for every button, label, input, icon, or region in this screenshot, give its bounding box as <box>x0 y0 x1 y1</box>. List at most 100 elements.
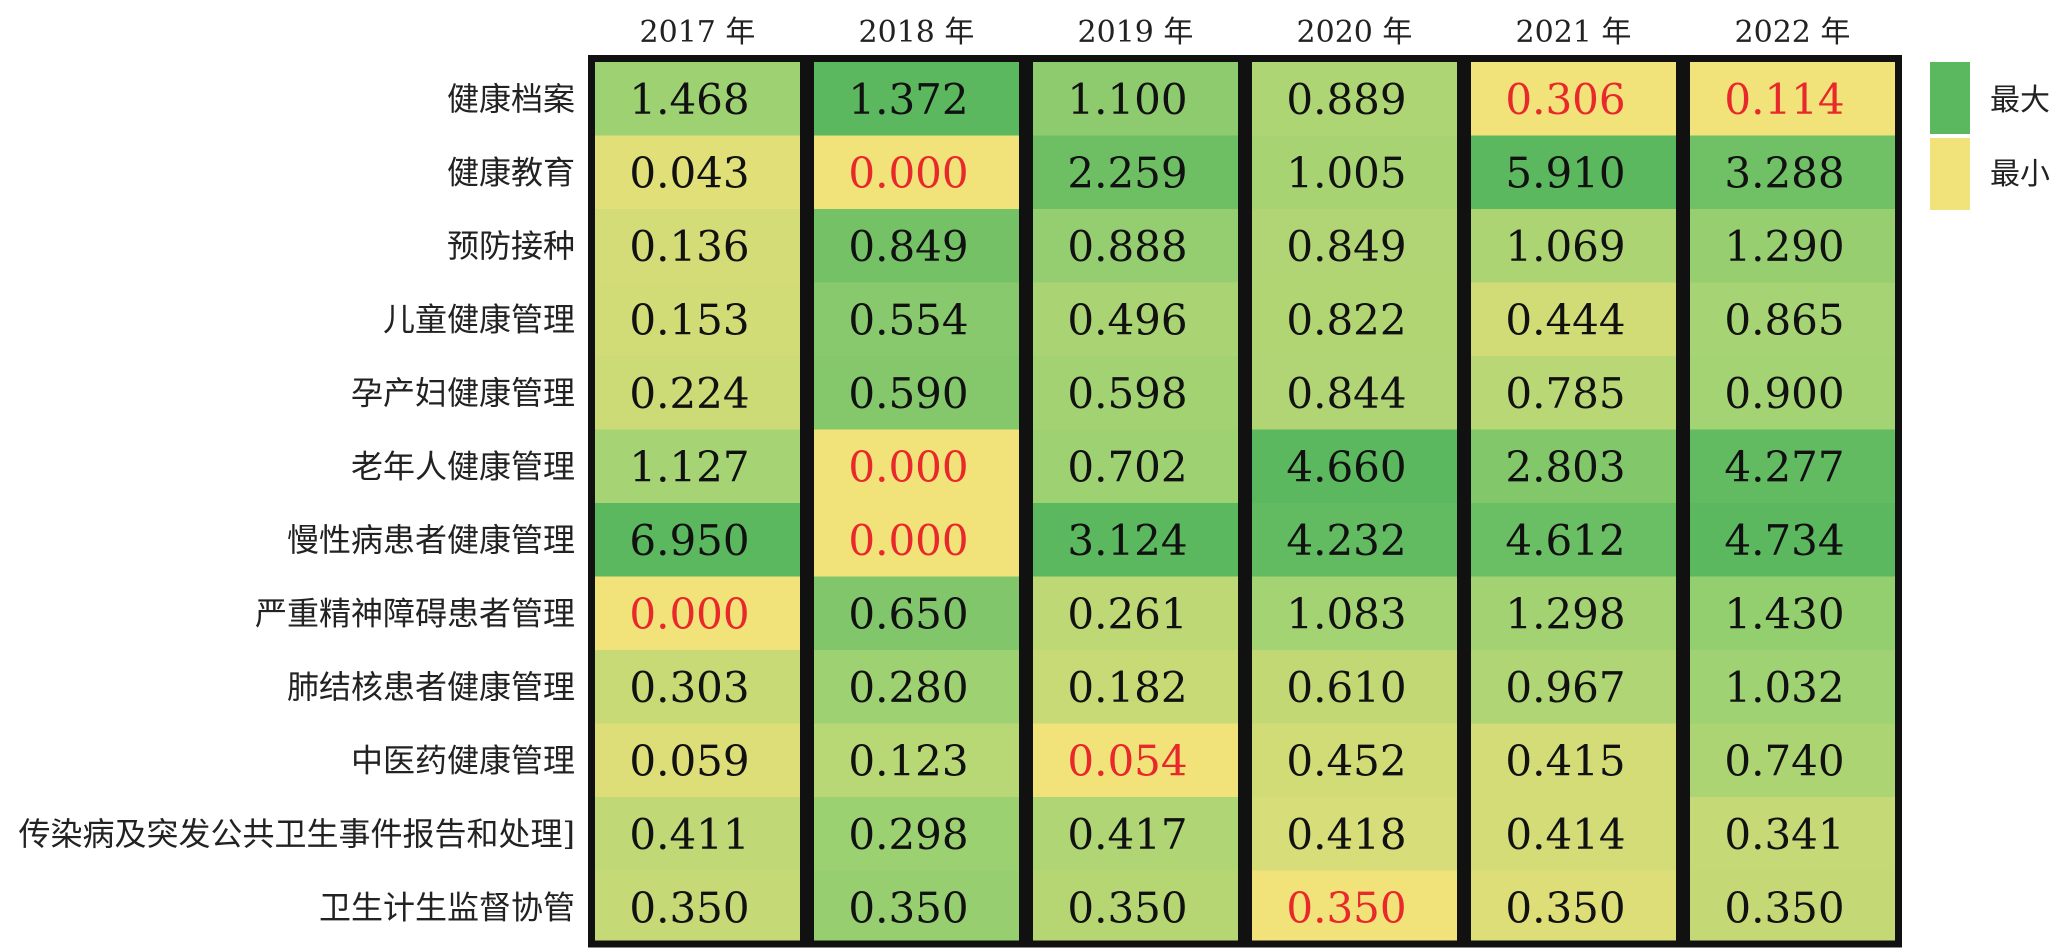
heatmap-cell <box>1026 576 1245 650</box>
legend: 最大 最小 <box>1930 62 2050 210</box>
column-frame <box>1245 55 1464 948</box>
heatmap-cell <box>807 723 1026 797</box>
cell-value: 0.261 <box>1067 589 1187 638</box>
heatmap-cell <box>1683 282 1902 356</box>
cell-value: 2.259 <box>1067 148 1187 197</box>
cell-value: 0.889 <box>1286 75 1406 124</box>
column-frame <box>807 55 1026 948</box>
cell-value: 0.224 <box>629 369 749 418</box>
heatmap-cell <box>1245 62 1464 136</box>
cell-value: 0.054 <box>1067 736 1187 785</box>
cell-value: 0.849 <box>848 222 968 271</box>
heatmap-cell <box>1026 650 1245 724</box>
heatmap-cell <box>1245 503 1464 577</box>
cell-value: 0.303 <box>629 663 749 712</box>
cell-value: 1.083 <box>1286 589 1406 638</box>
heatmap-cell <box>1026 723 1245 797</box>
cell-value: 0.136 <box>629 222 749 271</box>
heatmap-cell <box>807 870 1026 944</box>
cell-value: 0.350 <box>1067 883 1187 932</box>
heatmap-cell <box>1464 723 1683 797</box>
heatmap-cell <box>1683 650 1902 724</box>
heatmap-cell <box>1464 503 1683 577</box>
row-label: 孕产妇健康管理 <box>351 374 575 412</box>
heatmap-cell <box>1683 429 1902 503</box>
heatmap-cell <box>1464 429 1683 503</box>
heatmap-cell <box>588 62 807 136</box>
heatmap-cell <box>1683 209 1902 283</box>
cell-value: 0.785 <box>1505 369 1625 418</box>
column-label: 2021 年 <box>1516 15 1632 50</box>
heatmap-cell <box>1026 503 1245 577</box>
column-label: 2022 年 <box>1735 15 1851 50</box>
heatmap-cell <box>1245 870 1464 944</box>
heatmap-cell <box>588 723 807 797</box>
legend-min-label: 最小 <box>1990 157 2050 192</box>
legend-max-swatch <box>1930 62 1970 134</box>
row-label: 传染病及突发公共卫生事件报告和处理] <box>19 815 576 853</box>
heatmap-cell <box>1026 135 1245 209</box>
heatmap-cell <box>807 797 1026 871</box>
cell-value: 0.888 <box>1067 222 1187 271</box>
heatmap-cell <box>807 356 1026 430</box>
cell-value: 0.418 <box>1286 810 1406 859</box>
legend-max-label: 最大 <box>1990 83 2050 118</box>
cell-value: 1.430 <box>1724 589 1844 638</box>
column-label: 2017 年 <box>640 15 756 50</box>
row-label: 卫生计生监督协管 <box>319 888 575 926</box>
cell-value: 0.590 <box>848 369 968 418</box>
cell-value: 4.734 <box>1724 516 1844 565</box>
cell-value: 0.298 <box>848 810 968 859</box>
cell-value: 0.865 <box>1724 295 1844 344</box>
heatmap-cell <box>588 797 807 871</box>
heatmap-cell <box>807 282 1026 356</box>
heatmap-cell <box>1464 282 1683 356</box>
cell-value: 0.452 <box>1286 736 1406 785</box>
cell-value: 0.114 <box>1724 75 1844 124</box>
cell-value: 2.803 <box>1505 442 1625 491</box>
row-label: 老年人健康管理 <box>351 447 575 485</box>
heatmap-cell <box>1026 62 1245 136</box>
column-frames <box>588 55 1902 948</box>
cell-value: 0.350 <box>1286 883 1406 932</box>
cell-value: 4.277 <box>1724 442 1844 491</box>
row-label: 慢性病患者健康管理 <box>287 521 575 559</box>
cell-value: 0.000 <box>848 516 968 565</box>
cell-value: 0.414 <box>1505 810 1625 859</box>
cell-value: 0.598 <box>1067 369 1187 418</box>
heatmap-cell <box>1464 135 1683 209</box>
column-label: 2018 年 <box>859 15 975 50</box>
column-frame <box>1683 55 1902 948</box>
cell-value: 6.950 <box>629 516 749 565</box>
cell-value: 0.650 <box>848 589 968 638</box>
row-label: 儿童健康管理 <box>383 300 575 338</box>
column-label: 2019 年 <box>1078 15 1194 50</box>
cell-value: 0.844 <box>1286 369 1406 418</box>
heatmap-cell <box>588 650 807 724</box>
heatmap-cell <box>1026 209 1245 283</box>
cell-value: 0.849 <box>1286 222 1406 271</box>
cell-value: 0.417 <box>1067 810 1187 859</box>
heatmap-cell <box>1026 429 1245 503</box>
cell-value: 1.032 <box>1724 663 1844 712</box>
cell-value: 1.100 <box>1067 75 1187 124</box>
row-label: 肺结核患者健康管理 <box>287 668 575 706</box>
heatmap-cell <box>807 576 1026 650</box>
cell-value: 0.411 <box>629 810 749 859</box>
heatmap-cell <box>1026 356 1245 430</box>
heatmap-cell <box>588 209 807 283</box>
heatmap-cell <box>588 576 807 650</box>
heatmap-cell <box>1245 576 1464 650</box>
cell-value: 1.127 <box>629 442 749 491</box>
column-frame <box>588 55 807 948</box>
heatmap-cell <box>1245 282 1464 356</box>
heatmap-cell <box>1464 576 1683 650</box>
heatmap-cell <box>1245 429 1464 503</box>
column-frame <box>1026 55 1245 948</box>
cell-value: 0.702 <box>1067 442 1187 491</box>
row-label: 中医药健康管理 <box>351 741 575 779</box>
cell-value: 0.350 <box>1505 883 1625 932</box>
heatmap-cell <box>1464 62 1683 136</box>
cell-value: 0.822 <box>1286 295 1406 344</box>
heatmap-cell <box>588 503 807 577</box>
